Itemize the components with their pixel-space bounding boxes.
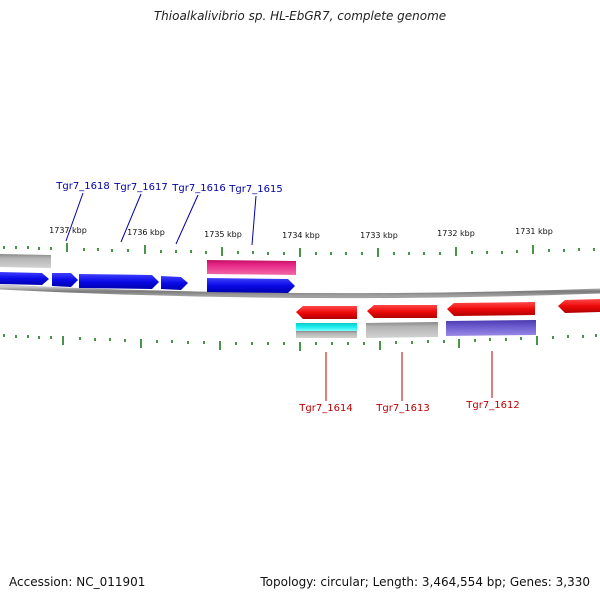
genome-backbone bbox=[0, 284, 600, 299]
gene-label-top: Tgr7_1615 bbox=[228, 184, 282, 195]
cyan-feature bbox=[296, 323, 357, 331]
gene-label-bottom: Tgr7_1614 bbox=[298, 403, 352, 414]
gray-feature bbox=[0, 254, 51, 268]
kbp-label: 1732 kbp bbox=[437, 229, 475, 238]
kbp-label: 1736 kbp bbox=[127, 228, 165, 237]
kbp-label: 1733 kbp bbox=[360, 231, 398, 240]
accession-label: Accession: NC_011901 bbox=[9, 575, 146, 589]
gene-arrow-forward bbox=[161, 276, 188, 290]
gene-arrow-forward bbox=[207, 278, 295, 293]
gene-arrow-reverse bbox=[296, 306, 357, 319]
gene-label-top: Tgr7_1618 bbox=[55, 181, 109, 192]
gene-arrow-reverse bbox=[367, 305, 437, 318]
gray-feature bbox=[296, 331, 357, 338]
bottom-tick-row bbox=[3, 334, 597, 351]
genome-summary: Topology: circular; Length: 3,464,554 bp… bbox=[260, 575, 590, 589]
forward-genes bbox=[0, 272, 295, 293]
kbp-label: 1737 kbp bbox=[49, 226, 87, 235]
gene-label-top: Tgr7_1617 bbox=[113, 182, 167, 193]
kbp-label: 1734 kbp bbox=[282, 231, 320, 240]
top-label-leaders bbox=[65, 192, 257, 246]
gene-arrow-reverse bbox=[447, 302, 535, 316]
pink-feature bbox=[207, 260, 296, 275]
kbp-label: 1731 kbp bbox=[515, 227, 553, 236]
kbp-label: 1735 kbp bbox=[204, 230, 242, 239]
gene-label-bottom: Tgr7_1612 bbox=[465, 400, 519, 411]
bottom-label-leaders bbox=[325, 351, 493, 401]
gene-arrow-forward bbox=[52, 273, 78, 287]
gene-arrow-reverse bbox=[558, 299, 600, 313]
top-tick-row bbox=[3, 243, 595, 257]
gray-feature bbox=[366, 322, 438, 338]
gene-arrow-forward bbox=[0, 272, 49, 285]
gene-label-bottom: Tgr7_1613 bbox=[375, 403, 429, 414]
reverse-genes bbox=[296, 299, 600, 319]
purple-feature bbox=[446, 320, 536, 336]
genome-title: Thioalkalivibrio sp. HL-EbGR7, complete … bbox=[153, 9, 447, 23]
gene-arrow-forward bbox=[79, 274, 159, 289]
gene-label-top: Tgr7_1616 bbox=[171, 183, 225, 194]
